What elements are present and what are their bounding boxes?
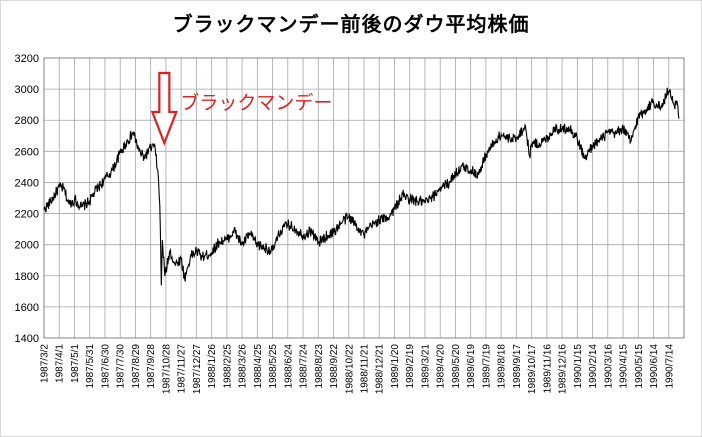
y-tick-label: 2800 <box>15 115 39 127</box>
x-tick-label: 1988/6/24 <box>283 344 294 389</box>
y-tick-label: 2000 <box>15 240 39 252</box>
x-tick-label: 1990/7/14 <box>664 344 675 389</box>
y-tick-label: 3200 <box>15 53 39 65</box>
x-tick-label: 1988/4/25 <box>253 344 264 389</box>
x-tick-label: 1988/7/24 <box>299 344 310 389</box>
x-axis-ticks: 1987/3/2 1987/4/1 1987/5/1 1987/5/31 1987/6/… <box>40 344 676 394</box>
x-tick-label: 1987/5/31 <box>85 344 96 389</box>
x-tick-label: 1988/11/21 <box>360 344 371 394</box>
y-tick-label: 3000 <box>15 84 39 96</box>
x-tick-label: 1990/6/14 <box>649 344 660 389</box>
y-axis-ticks: 1400 1600 1800 2000 2200 2400 2600 2800 3000 3200 <box>15 53 39 345</box>
x-tick-label: 1990/1/15 <box>573 344 584 389</box>
y-tick-label: 1600 <box>15 302 39 314</box>
x-tick-label: 1989/4/20 <box>436 344 447 389</box>
x-tick-label: 1989/2/19 <box>405 344 416 389</box>
x-tick-label: 1987/8/29 <box>131 344 142 389</box>
x-tick-label: 1989/8/18 <box>497 344 508 389</box>
x-tick-label: 1989/3/21 <box>420 344 431 389</box>
y-tick-label: 2400 <box>15 177 39 189</box>
x-tick-label: 1989/12/16 <box>558 344 569 394</box>
dow-series-line <box>43 87 680 286</box>
x-tick-label: 1989/1/20 <box>390 344 401 389</box>
y-tick-label: 2200 <box>15 209 39 221</box>
x-tick-label: 1988/10/22 <box>344 344 355 394</box>
x-tick-label: 1989/11/16 <box>542 344 553 394</box>
x-tick-label: 1989/10/17 <box>527 344 538 394</box>
x-tick-label: 1988/5/25 <box>268 344 279 389</box>
black-monday-annotation: ブラックマンデー <box>150 71 332 147</box>
x-tick-label: 1987/4/1 <box>55 344 66 383</box>
x-tick-label: 1988/12/21 <box>375 344 386 394</box>
x-tick-label: 1988/1/26 <box>207 344 218 389</box>
x-tick-label: 1989/5/20 <box>451 344 462 389</box>
x-tick-label: 1990/2/14 <box>588 344 599 389</box>
y-tick-label: 2600 <box>15 146 39 158</box>
x-tick-label: 1987/6/30 <box>100 344 111 389</box>
x-tick-label: 1987/9/28 <box>146 344 157 389</box>
x-tick-label: 1990/5/15 <box>634 344 645 389</box>
x-tick-label: 1988/3/26 <box>238 344 249 389</box>
x-tick-label: 1990/3/16 <box>603 344 614 389</box>
x-tick-label: 1987/11/27 <box>177 344 188 394</box>
annotation-label: ブラックマンデー <box>180 91 332 114</box>
x-tick-label: 1990/4/15 <box>619 344 630 389</box>
chart-title: ブラックマンデー前後のダウ平均株価 <box>172 12 530 36</box>
down-arrow-icon <box>150 71 178 147</box>
x-tick-label: 1988/8/23 <box>314 344 325 389</box>
x-tick-label: 1989/9/17 <box>512 344 523 389</box>
x-tick-label: 1987/7/30 <box>116 344 127 389</box>
x-tick-label: 1988/2/25 <box>222 344 233 389</box>
y-tick-label: 1800 <box>15 271 39 283</box>
grid-lines <box>43 57 684 339</box>
x-tick-label: 1987/12/27 <box>192 344 203 394</box>
y-tick-label: 1400 <box>15 333 39 345</box>
plot-area-border <box>43 57 685 339</box>
x-tick-label: 1989/6/19 <box>466 344 477 389</box>
x-tick-label: 1987/5/1 <box>70 344 81 383</box>
x-tick-label: 1987/3/2 <box>40 344 51 383</box>
x-tick-label: 1989/7/19 <box>481 344 492 389</box>
x-tick-label: 1987/10/28 <box>161 344 172 394</box>
x-tick-label: 1988/9/22 <box>329 344 340 389</box>
